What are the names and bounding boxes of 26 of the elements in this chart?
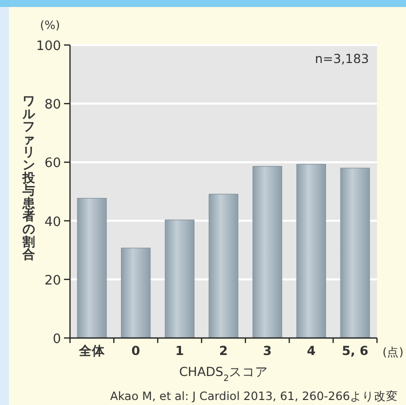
bar (340, 168, 370, 338)
bar (164, 220, 194, 338)
y-tick-label: 60 (44, 156, 61, 172)
text: Akao M, et al: J Cardiol 2013, 61, 260-266より改変 (110, 389, 398, 403)
bar (120, 248, 151, 338)
x-tick-label: 2 (219, 343, 228, 358)
x-tick-label: 5, 6 (342, 343, 369, 358)
x-axis-title: CHADS$_{2}$スコア (179, 364, 268, 384)
x-tick-label: 1 (175, 343, 184, 358)
y-tick-label: 20 (44, 273, 61, 288)
annotation: n=3,183 (314, 51, 369, 66)
text: (%) (40, 18, 60, 32)
bar (77, 198, 107, 338)
bar (296, 164, 326, 338)
x-tick-label: 3 (263, 343, 272, 358)
y-tick-label: 80 (44, 98, 61, 113)
bar (252, 166, 282, 338)
text: ワルファリン投与患者の割合 (22, 93, 36, 262)
y-tick-label: 0 (52, 332, 61, 347)
y-tick-label: 100 (36, 39, 61, 54)
x-tick-label: 0 (131, 343, 140, 358)
text: (点) (382, 345, 404, 359)
x-tick-label: 全体 (78, 343, 106, 358)
x-tick-label: 4 (306, 343, 316, 358)
bar (208, 194, 238, 338)
y-tick-label: 40 (44, 214, 61, 230)
